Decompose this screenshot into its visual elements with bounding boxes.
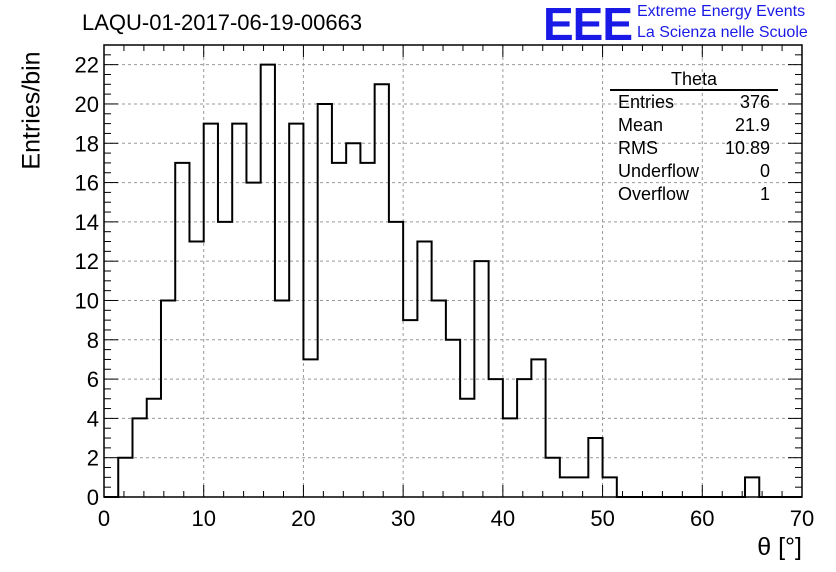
stats-value: 21.9 xyxy=(734,115,770,135)
stats-label: RMS xyxy=(618,138,658,158)
stats-value: 376 xyxy=(739,92,770,112)
histogram-bin xyxy=(318,104,332,497)
histogram-bin xyxy=(232,124,246,497)
y-tick-label: 22 xyxy=(75,53,99,78)
histogram-bin xyxy=(275,300,289,497)
histogram-bin xyxy=(531,359,545,497)
y-tick-label: 18 xyxy=(75,131,99,156)
y-tick-label: 4 xyxy=(87,406,99,431)
y-tick-label: 6 xyxy=(87,367,99,392)
x-tick-label: 60 xyxy=(690,506,714,531)
x-tick-label: 0 xyxy=(98,506,110,531)
x-tick-label: 50 xyxy=(590,506,614,531)
stats-value: 10.89 xyxy=(724,138,770,158)
y-tick-label: 14 xyxy=(75,210,99,235)
histogram-bin xyxy=(574,477,588,497)
histogram-bin xyxy=(332,163,346,497)
y-tick-label: 10 xyxy=(75,288,99,313)
histogram-bin xyxy=(389,222,403,497)
histogram-bin xyxy=(289,124,303,497)
histogram-bin xyxy=(560,477,574,497)
histogram-bin xyxy=(432,300,446,497)
histogram-bin xyxy=(118,458,132,497)
histogram-bin xyxy=(261,65,275,497)
histogram-bin xyxy=(303,359,317,497)
stats-row-entries: Entries 376 xyxy=(610,91,778,114)
stats-row-underflow: Underflow 0 xyxy=(610,160,778,183)
stats-row-rms: RMS 10.89 xyxy=(610,137,778,160)
histogram-bin xyxy=(161,300,175,497)
stats-label: Underflow xyxy=(618,161,700,181)
stats-box: Theta Entries 376 Mean 21.9 RMS 10.89 Un… xyxy=(610,70,778,206)
stats-row-overflow: Overflow 1 xyxy=(610,183,778,206)
histogram-bin xyxy=(189,242,203,497)
y-tick-label: 16 xyxy=(75,171,99,196)
eee-logo-mark: EEE xyxy=(543,0,633,50)
logo-line-2: La Scienza nelle Scuole xyxy=(637,24,808,41)
x-tick-label: 10 xyxy=(191,506,215,531)
histogram-bin xyxy=(489,379,503,497)
stats-label: Entries xyxy=(618,92,675,112)
histogram-bin xyxy=(460,399,474,497)
histogram-bin xyxy=(517,379,531,497)
stats-row-mean: Mean 21.9 xyxy=(610,114,778,137)
histogram-bin xyxy=(546,458,560,497)
y-tick-label: 2 xyxy=(87,446,99,471)
histogram-bin xyxy=(204,124,218,497)
histogram-bin xyxy=(175,163,189,497)
histogram-bin xyxy=(588,438,602,497)
x-tick-label: 30 xyxy=(391,506,415,531)
x-tick-label: 70 xyxy=(790,506,814,531)
histogram-bin xyxy=(403,320,417,497)
histogram-bin xyxy=(346,143,360,497)
histogram-bin xyxy=(218,222,232,497)
histogram-bin xyxy=(745,477,759,497)
histogram-bin xyxy=(375,84,389,497)
y-axis-label: Entries/bin xyxy=(17,51,46,170)
stats-title: Theta xyxy=(610,70,778,91)
stats-value: 0 xyxy=(759,161,770,181)
logo-line-1: Extreme Energy Events xyxy=(637,3,806,20)
y-tick-label: 0 xyxy=(87,485,99,510)
histogram-outline xyxy=(104,63,802,498)
histogram-bin xyxy=(360,163,374,497)
x-tick-label: 20 xyxy=(291,506,315,531)
stats-label: Overflow xyxy=(618,184,690,204)
chart-title: LAQU-01-2017-06-19-00663 xyxy=(82,10,363,35)
stats-label: Mean xyxy=(618,115,664,135)
histogram-bin xyxy=(603,477,617,497)
histogram-bin xyxy=(417,242,431,497)
y-tick-label: 8 xyxy=(87,328,99,353)
stats-value: 1 xyxy=(759,184,770,204)
y-tick-label: 12 xyxy=(75,249,99,274)
x-tick-label: 40 xyxy=(491,506,515,531)
y-tick-label: 20 xyxy=(75,92,99,117)
histogram-bin xyxy=(147,399,161,497)
x-axis-label: θ [°] xyxy=(757,533,802,561)
